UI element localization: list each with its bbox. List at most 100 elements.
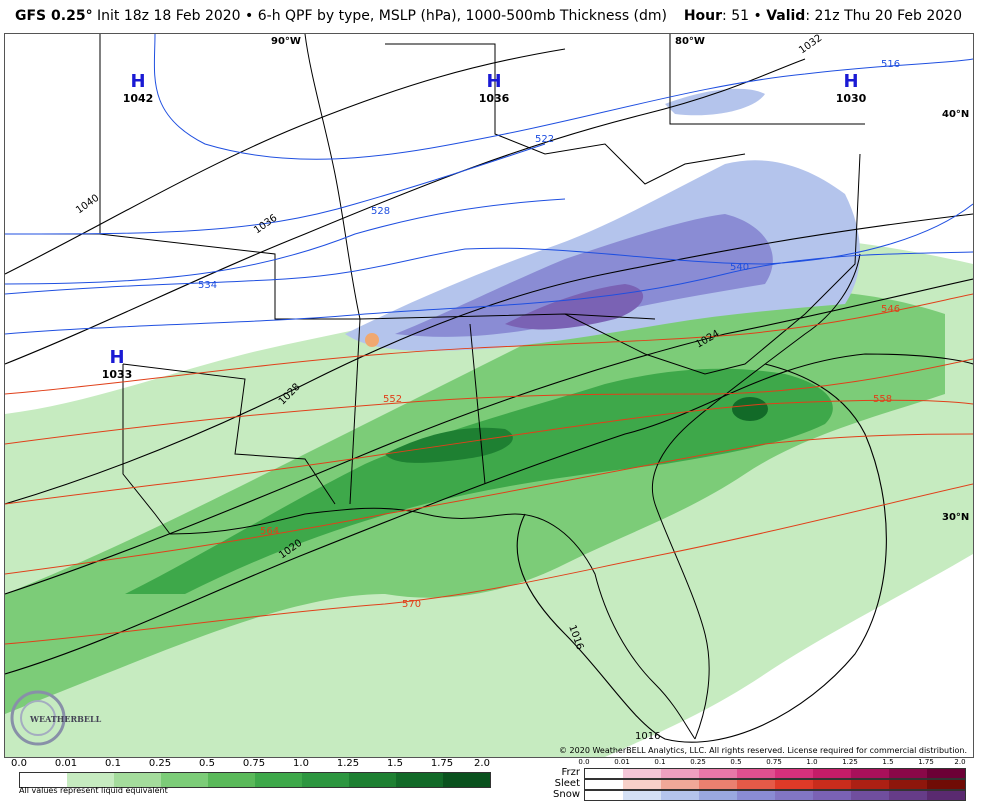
degree-symbol: ° xyxy=(85,8,93,24)
high-pressure-center-3: H 1030 xyxy=(821,71,881,106)
model-name: GFS 0.25 xyxy=(15,8,86,24)
rain-swatch xyxy=(443,773,490,787)
ptype-swatch xyxy=(699,769,737,778)
rain-legend: 0.0 0.01 0.1 0.25 0.5 0.75 1.0 1.25 1.5 … xyxy=(4,758,494,808)
longitude-label-90w: 90°W xyxy=(271,36,301,47)
thickness-label-warm: 546 xyxy=(881,304,901,315)
high-pressure-value: 1036 xyxy=(478,92,510,105)
legend-tick: 1.5 xyxy=(387,758,403,769)
high-symbol: H xyxy=(109,347,125,368)
longitude-label-80w: 80°W xyxy=(675,36,705,47)
legend-tick: 0.1 xyxy=(105,758,121,769)
high-symbol: H xyxy=(843,71,859,92)
legend-tick: 1.0 xyxy=(806,758,818,766)
ptype-swatch xyxy=(661,769,699,778)
weatherbell-logo-icon xyxy=(10,690,66,746)
rain-swatch xyxy=(114,773,161,787)
ptype-swatch xyxy=(661,780,699,789)
thickness-label-warm: 552 xyxy=(383,394,403,405)
ptype-swatch xyxy=(813,780,851,789)
high-pressure-center-1: H 1042 xyxy=(108,72,168,106)
ptype-swatch xyxy=(623,769,661,778)
hour-label: Hour xyxy=(683,8,723,24)
logo-text: WEATHERBELL xyxy=(30,714,102,724)
legend-tick: 0.0 xyxy=(578,758,590,766)
legend-tick: 0.5 xyxy=(199,758,215,769)
ptype-name: Sleet xyxy=(554,778,580,789)
ptype-name: Frzr xyxy=(561,767,581,778)
legend-tick: 2.0 xyxy=(474,758,490,769)
ptype-swatch xyxy=(851,769,889,778)
high-pressure-center-4: H 1033 xyxy=(87,347,147,382)
ptype-swatch xyxy=(775,780,813,789)
isobars xyxy=(5,48,973,743)
ptype-swatch xyxy=(585,791,623,800)
legend-tick: 1.75 xyxy=(918,758,934,766)
ptype-swatch xyxy=(851,780,889,789)
ptype-swatch xyxy=(585,769,623,778)
ptype-swatch xyxy=(699,791,737,800)
weather-map: H 1042 H 1036 H 1030 H 1033 90°W 80°W 40… xyxy=(4,33,974,758)
legend-tick: 1.0 xyxy=(293,758,309,769)
thickness-label-cold: 540 xyxy=(730,262,750,273)
high-pressure-center-2: H 1036 xyxy=(464,72,524,106)
ptype-swatch xyxy=(813,769,851,778)
legend-tick: 0.75 xyxy=(766,758,782,766)
ptype-swatch xyxy=(737,780,775,789)
thickness-warm xyxy=(5,293,973,645)
header-title: GFS 0.25° Init 18z 18 Feb 2020 • 6-h QPF… xyxy=(15,0,667,32)
rain-swatch xyxy=(349,773,396,787)
legend-tick: 1.25 xyxy=(336,758,360,769)
ptype-row-frzr: Frzr xyxy=(550,767,970,779)
ptype-swatch xyxy=(889,780,927,789)
high-pressure-value: 1042 xyxy=(122,92,154,105)
ptype-swatch xyxy=(623,791,661,800)
map-graphics xyxy=(5,34,973,757)
ptype-swatch xyxy=(889,791,927,800)
legend-tick: 0.5 xyxy=(730,758,742,766)
valid-label: Valid xyxy=(766,8,806,24)
thickness-label-cold: 534 xyxy=(198,280,218,291)
legend-tick: 0.01 xyxy=(54,758,78,769)
rain-swatch xyxy=(20,773,67,787)
ptype-legend-ticks: 0.0 0.01 0.1 0.25 0.5 0.75 1.0 1.25 1.5 … xyxy=(578,758,966,768)
high-pressure-value: 1033 xyxy=(101,368,133,381)
rain-swatch xyxy=(396,773,443,787)
thickness-label-cold: 528 xyxy=(371,206,391,217)
legend-tick: 1.25 xyxy=(842,758,858,766)
legend-tick: 0.01 xyxy=(614,758,630,766)
rain-swatch xyxy=(255,773,302,787)
isobar-label: 1016 xyxy=(635,731,661,742)
ptype-row-snow: Snow xyxy=(550,789,970,801)
rain-legend-ticks: 0.0 0.01 0.1 0.25 0.5 0.75 1.0 1.25 1.5 … xyxy=(4,758,494,770)
latitude-label-30n: 30°N xyxy=(942,512,970,523)
latitude-label-40n: 40°N xyxy=(942,109,970,120)
ptype-swatch xyxy=(927,780,965,789)
ptype-swatch xyxy=(699,780,737,789)
legend-tick: 0.25 xyxy=(690,758,706,766)
ptype-swatch xyxy=(775,769,813,778)
ptype-swatch xyxy=(775,791,813,800)
legend-tick: 0.1 xyxy=(654,758,666,766)
ptype-swatch xyxy=(889,769,927,778)
rain-swatch xyxy=(208,773,255,787)
map-header: GFS 0.25° Init 18z 18 Feb 2020 • 6-h QPF… xyxy=(0,0,984,32)
precip-type-legend: 0.0 0.01 0.1 0.25 0.5 0.75 1.0 1.25 1.5 … xyxy=(550,758,970,808)
hour-value: : 51 • xyxy=(722,8,767,24)
ptype-name: Snow xyxy=(553,789,580,800)
thickness-label-warm: 570 xyxy=(402,599,422,610)
thickness-label-warm: 558 xyxy=(873,394,893,405)
ptype-swatch xyxy=(851,791,889,800)
ptype-color-bar xyxy=(584,779,966,790)
rain-swatch xyxy=(302,773,349,787)
valid-value: : 21z Thu 20 Feb 2020 xyxy=(805,8,962,24)
legend-tick: 0.25 xyxy=(148,758,172,769)
ptype-color-bar xyxy=(584,768,966,779)
rain-swatch xyxy=(67,773,114,787)
ptype-swatch xyxy=(813,791,851,800)
ptype-color-bar xyxy=(584,790,966,801)
legend-tick: 0.75 xyxy=(242,758,266,769)
thickness-label-cold: 516 xyxy=(881,59,901,70)
ptype-swatch xyxy=(623,780,661,789)
legend-tick: 2.0 xyxy=(954,758,966,766)
